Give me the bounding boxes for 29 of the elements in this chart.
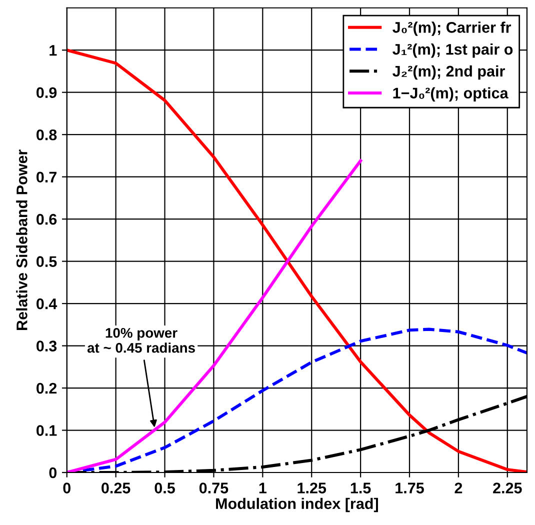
x-tick-label: 1.25 [298, 482, 326, 494]
y-tick-label: 0.4 [36, 298, 58, 310]
y-tick-label: 0.2 [36, 382, 57, 394]
y-axis-title: Relative Sideband Power [16, 150, 28, 330]
y-tick-label: 0.1 [36, 425, 57, 436]
y-tick-label: 0.9 [36, 87, 57, 98]
x-tick-label: 1.5 [350, 482, 371, 494]
legend-label: J₂²(m); 2nd pair [392, 65, 505, 80]
y-tick-label: 0 [49, 467, 57, 478]
y-tick-label: 0.7 [36, 172, 56, 183]
line-series [66, 159, 362, 472]
y-tick-label: 1 [50, 45, 57, 56]
x-tick-label: 1 [259, 482, 266, 494]
x-tick-label: 0.25 [102, 482, 130, 494]
y-tick-label: 0.8 [36, 129, 57, 140]
legend-label: 1−J₀²(m); optica [393, 87, 508, 102]
x-tick-label: 2 [454, 482, 462, 494]
x-tick-label: 0 [63, 482, 70, 494]
legend-label: J₀²(m); Carrier fr [392, 22, 512, 36]
x-tick-label: 0.75 [199, 482, 228, 494]
y-tick-label: 0.6 [36, 214, 57, 225]
legend-label: J₁²(m); 1st pair o [392, 44, 513, 58]
x-tick-label: 0.5 [154, 482, 175, 494]
annotation: 10% power at ~ 0.45 radians [87, 328, 195, 353]
y-tick-label: 0.5 [36, 256, 57, 267]
x-tick-label: 1.75 [396, 482, 424, 494]
x-tick-label: 2.25 [493, 482, 522, 494]
y-tick-label: 0.3 [36, 340, 57, 352]
x-axis-title: Modulation index [rad] [216, 498, 378, 512]
